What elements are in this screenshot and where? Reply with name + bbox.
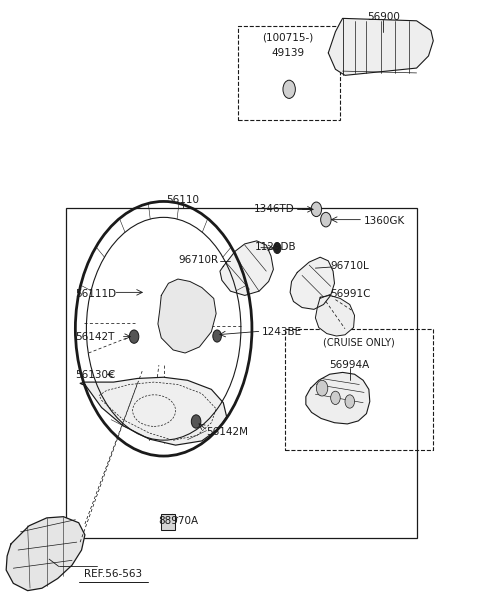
Text: 56994A: 56994A	[330, 360, 370, 370]
Polygon shape	[328, 18, 433, 76]
Text: 56130C: 56130C	[75, 370, 116, 381]
Polygon shape	[80, 377, 227, 445]
Text: 56991C: 56991C	[331, 289, 371, 298]
Ellipse shape	[274, 242, 281, 253]
Text: 96710R: 96710R	[179, 255, 218, 266]
Text: (100715-): (100715-)	[262, 33, 313, 43]
Text: 56142M: 56142M	[206, 427, 249, 437]
Text: 56111D: 56111D	[75, 289, 117, 298]
Text: (CRUISE ONLY): (CRUISE ONLY)	[324, 338, 395, 348]
Text: 1243BE: 1243BE	[262, 327, 301, 337]
Polygon shape	[306, 372, 370, 424]
Polygon shape	[315, 295, 355, 336]
Bar	[66, 208, 417, 538]
Bar	[285, 329, 433, 450]
Ellipse shape	[311, 202, 322, 217]
Ellipse shape	[129, 330, 139, 343]
Ellipse shape	[331, 391, 340, 404]
Text: 88970A: 88970A	[158, 516, 198, 526]
Text: 1360GK: 1360GK	[364, 216, 405, 226]
Text: 96710L: 96710L	[331, 261, 370, 271]
Polygon shape	[220, 241, 274, 295]
Ellipse shape	[213, 330, 221, 342]
Ellipse shape	[345, 395, 355, 408]
Bar	[238, 26, 340, 119]
Text: 56142T: 56142T	[75, 332, 115, 342]
Bar	[161, 514, 175, 530]
Text: 1129DB: 1129DB	[254, 242, 296, 252]
Ellipse shape	[283, 80, 295, 99]
Text: 56110: 56110	[166, 195, 199, 205]
Text: 56900: 56900	[367, 12, 400, 21]
Text: REF.56-563: REF.56-563	[84, 569, 143, 579]
Ellipse shape	[321, 213, 331, 227]
Text: 1346TD: 1346TD	[254, 204, 295, 214]
Text: 49139: 49139	[271, 48, 304, 58]
Ellipse shape	[192, 415, 201, 428]
Polygon shape	[158, 279, 216, 353]
Polygon shape	[290, 257, 335, 309]
Polygon shape	[6, 516, 85, 591]
Ellipse shape	[316, 380, 328, 396]
